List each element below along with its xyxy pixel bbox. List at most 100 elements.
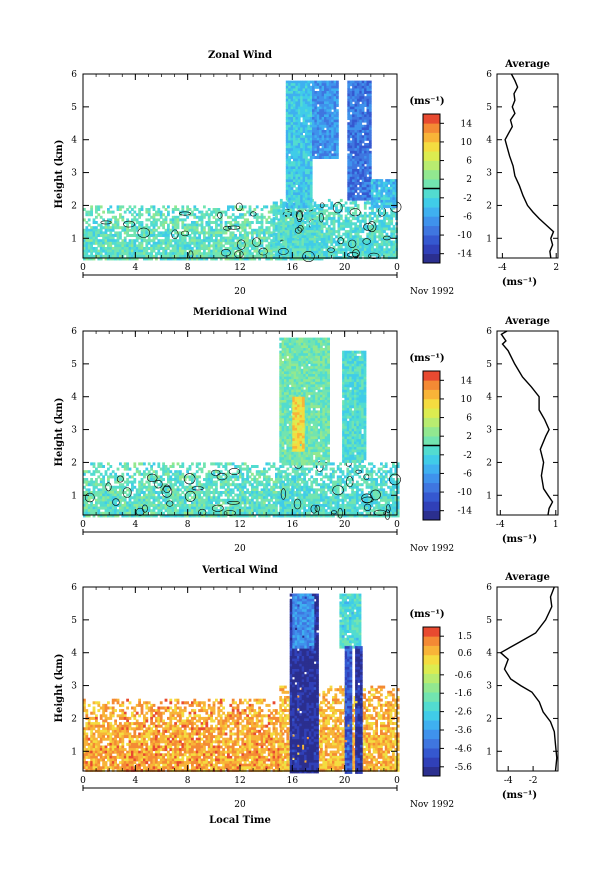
data-cell: [375, 217, 379, 221]
data-cell: [270, 254, 273, 258]
data-cell: [282, 250, 286, 254]
data-cell: [349, 187, 353, 191]
data-cell: [347, 237, 350, 241]
data-cell: [382, 205, 386, 209]
data-cell: [375, 250, 379, 254]
profile-xlabel: (ms⁻¹): [502, 277, 537, 288]
data-cell: [330, 240, 334, 244]
data-cell: [296, 245, 300, 249]
data-cell: [111, 470, 115, 474]
data-cell: [302, 140, 306, 144]
data-cell: [135, 257, 139, 261]
data-cell: [145, 239, 149, 243]
data-cell: [123, 236, 127, 240]
data-cell: [83, 239, 86, 243]
zero-contour: [220, 249, 231, 257]
data-cell: [198, 252, 201, 256]
data-cell: [133, 501, 137, 505]
data-cell: [368, 106, 372, 110]
data-cell: [330, 243, 334, 247]
data-cell: [107, 483, 110, 487]
data-cell: [285, 145, 289, 149]
data-cell: [152, 488, 156, 492]
data-cell: [382, 184, 386, 188]
data-cell: [205, 247, 209, 250]
data-cell: [319, 150, 322, 154]
data-cell: [97, 498, 101, 502]
data-cell: [336, 88, 339, 92]
data-cell: [198, 257, 201, 261]
data-cell: [295, 88, 299, 92]
data-cell: [162, 496, 165, 500]
data-cell: [373, 194, 376, 198]
data-cell: [265, 221, 269, 224]
data-cell: [300, 122, 303, 126]
data-cell: [99, 239, 103, 243]
data-cell: [107, 254, 110, 258]
data-cell: [210, 504, 213, 507]
data-cell: [300, 127, 303, 131]
data-cell: [331, 98, 334, 102]
data-cell: [272, 237, 276, 241]
data-cell: [390, 184, 393, 188]
data-cell: [295, 109, 299, 113]
data-cell: [294, 217, 298, 221]
data-cell: [162, 465, 165, 468]
data-cell: [309, 93, 313, 97]
data-cell: [300, 137, 303, 141]
data-cell: [119, 498, 122, 502]
data-cell: [195, 506, 199, 510]
data-cell: [392, 224, 396, 228]
data-cell: [373, 186, 376, 190]
data-cell: [312, 137, 315, 141]
data-cell: [332, 240, 336, 244]
data-cell: [290, 184, 294, 188]
data-cell: [102, 483, 105, 487]
data-cell: [135, 501, 139, 505]
data-cell: [227, 498, 230, 502]
data-cell: [229, 221, 233, 224]
data-cell: [301, 230, 305, 234]
data-cell: [289, 243, 293, 247]
data-cell: [217, 247, 221, 250]
data-cell: [290, 150, 294, 154]
data-cell: [174, 472, 177, 476]
data-cell: [179, 254, 182, 258]
data-cell: [293, 106, 296, 110]
data-cell: [344, 253, 348, 257]
data-cell: [325, 232, 329, 236]
data-cell: [285, 93, 289, 97]
data-cell: [370, 194, 374, 198]
data-cell: [285, 119, 289, 123]
data-cell: [359, 114, 363, 118]
data-cell: [382, 181, 386, 185]
data-cell: [188, 257, 192, 261]
data-cell: [325, 243, 329, 247]
data-cell: [373, 224, 377, 228]
data-cell: [363, 245, 367, 249]
data-cell: [111, 475, 115, 479]
data-cell: [83, 241, 86, 245]
data-cell: [370, 199, 374, 203]
data-cell: [351, 243, 355, 247]
data-cell: [95, 205, 98, 209]
data-cell: [157, 239, 161, 243]
data-cell: [217, 208, 221, 211]
data-cell: [293, 93, 296, 97]
data-cell: [309, 202, 313, 206]
data-cell: [188, 506, 192, 510]
data-cell: [311, 248, 314, 252]
data-cell: [305, 192, 308, 196]
data-cell: [90, 213, 93, 217]
data-cell: [371, 224, 374, 228]
data-cell: [195, 252, 199, 256]
data-cell: [356, 83, 360, 87]
data-cell: [349, 182, 353, 185]
data-cell: [265, 239, 269, 243]
data-cell: [260, 226, 264, 230]
data-cell: [290, 189, 294, 193]
data-cell: [123, 228, 127, 232]
data-cell: [102, 480, 105, 484]
data-cell: [164, 244, 168, 248]
data-cell: [387, 243, 391, 247]
